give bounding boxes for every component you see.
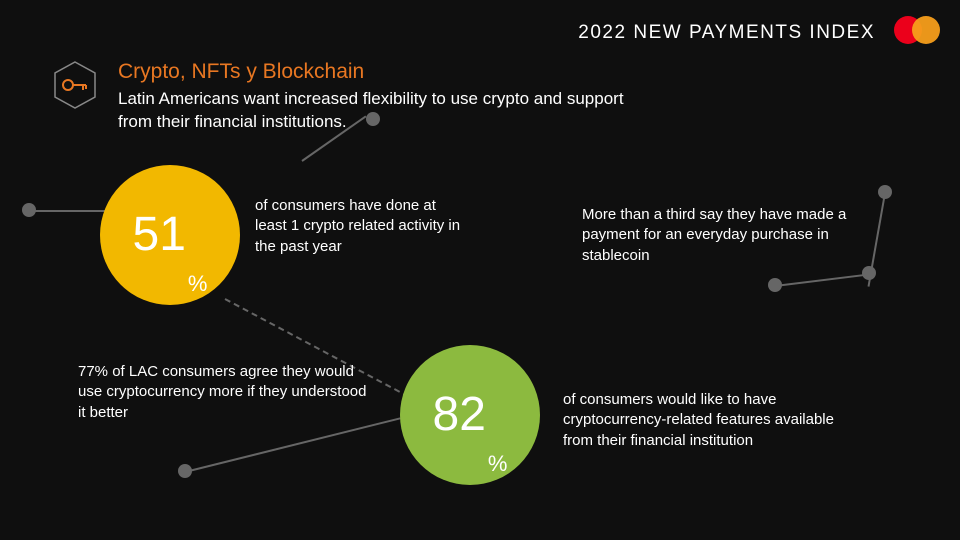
key-icon [50,60,100,110]
stat-value-2: 82 [433,391,486,439]
graph-node [178,464,192,478]
graph-node [878,185,892,199]
text-block-right: More than a third say they have made a p… [582,205,882,266]
graph-node [22,203,36,217]
graph-node [862,266,876,280]
stat-symbol-2: % [488,451,508,485]
stat-value-1: 51 [133,211,186,259]
text-block-left: 77% of LAC consumers agree they would us… [78,362,368,423]
connector-line [185,417,401,473]
logo-circle-right [912,16,940,44]
stat-caption-1: of consumers have done at least 1 crypto… [255,196,465,257]
mastercard-logo [894,16,940,46]
graph-node [768,278,782,292]
stat-symbol-1: % [188,271,208,305]
section-subtitle: Latin Americans want increased flexibili… [118,88,658,134]
section-title: Crypto, NFTs y Blockchain [118,60,364,84]
connector-line [28,210,106,212]
stat-caption-2: of consumers would like to have cryptocu… [563,390,863,451]
page-title: 2022 NEW PAYMENTS INDEX [578,22,875,44]
connector-line [775,273,873,287]
stat-circle-1: 51 % [100,165,240,305]
stat-circle-2: 82 % [400,345,540,485]
